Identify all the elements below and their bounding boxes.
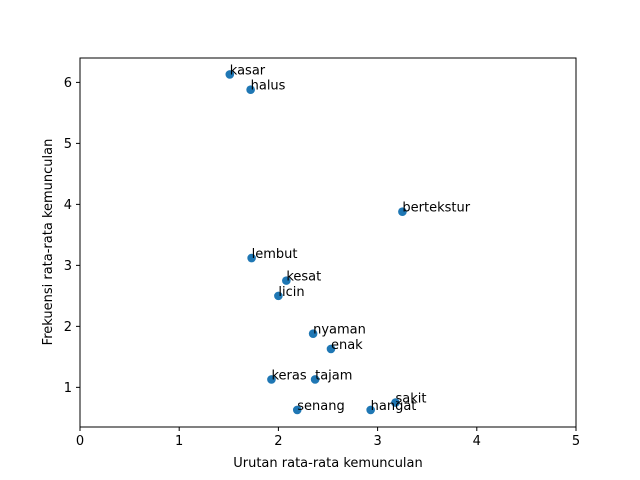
point-label-enak: enak (331, 338, 363, 353)
x-tick-label: 1 (175, 434, 183, 449)
plot-frame (79, 57, 577, 428)
x-axis-ticks: 0 1 2 3 4 5 (76, 427, 580, 449)
y-tick-label: 5 (64, 137, 72, 152)
data-point-kasar (225, 70, 235, 79)
data-point-licin (274, 291, 283, 301)
points-layer (225, 70, 407, 415)
plot-area (80, 58, 576, 427)
data-point-lembut (247, 253, 256, 263)
point-label-sakit: sakit (395, 392, 426, 407)
data-point-kesat (282, 276, 291, 285)
point-label-kasar: kasar (230, 63, 266, 78)
point-label-tajam: tajam (315, 368, 352, 383)
data-point-enak (326, 344, 336, 354)
x-tick-label: 0 (76, 434, 84, 449)
point-label-halus: halus (251, 79, 286, 94)
data-point-keras (267, 375, 276, 384)
point-label-bertekstur: bertekstur (402, 201, 470, 216)
y-tick-label: 1 (64, 381, 72, 396)
data-point-bertekstur (398, 207, 407, 216)
x-tick-label: 5 (572, 434, 580, 449)
point-label-licin: licin (278, 285, 304, 300)
data-point-hangat (366, 405, 375, 415)
point-label-nyaman: nyaman (313, 323, 366, 338)
y-tick-label: 4 (64, 198, 72, 213)
y-tick-label: 2 (64, 320, 72, 335)
data-point-sakit (391, 398, 400, 407)
point-label-hangat: hangat (371, 399, 417, 414)
point-label-senang: senang (297, 399, 344, 414)
point-label-lembut: lembut (252, 247, 298, 262)
data-point-tajam (310, 375, 320, 384)
point-label-kesat: kesat (286, 270, 321, 285)
point-label-keras: keras (271, 368, 306, 383)
y-axis-ticks: 1 2 3 4 5 6 (64, 76, 80, 396)
data-point-halus (246, 85, 255, 95)
data-point-nyaman (308, 329, 318, 338)
y-tick-label: 3 (64, 259, 72, 274)
x-axis-label: Urutan rata-rata kemunculan (233, 456, 423, 471)
data-point-senang (292, 405, 302, 415)
x-tick-label: 2 (274, 434, 282, 449)
x-tick-label: 4 (473, 434, 481, 449)
x-tick-label: 3 (373, 434, 381, 449)
y-tick-label: 6 (64, 76, 72, 91)
y-axis-label: Frekuensi rata-rata kemunculan (41, 139, 56, 346)
